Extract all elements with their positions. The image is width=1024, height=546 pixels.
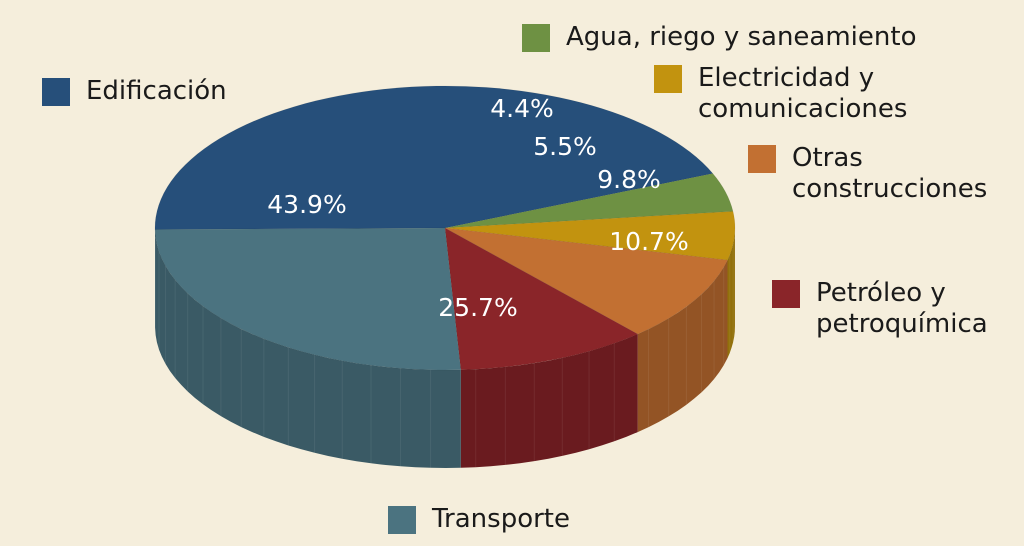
legend-label-electricidad-line2: comunicaciones: [698, 94, 908, 124]
pie-slice-otras: [444, 227, 728, 335]
legend-label-otras-line1: Otras: [792, 143, 863, 173]
legend-swatch-agua: [522, 24, 550, 52]
legend-label-edificacion: Edificación: [86, 76, 227, 106]
legend-swatch-petroleo: [772, 280, 800, 308]
legend-item-transporte: Transporte: [388, 504, 570, 535]
pie-slice-electricidad: [444, 211, 736, 261]
data-label-otras: 9.8%: [597, 165, 661, 194]
data-label-edificacion: 43.9%: [267, 190, 346, 219]
pie-side-petroleo: [460, 334, 638, 468]
pie-sides: [154, 228, 736, 468]
pie-side-transporte: [155, 229, 461, 468]
pie-slices: [154, 85, 736, 371]
pie-slice-transporte: [154, 227, 462, 371]
legend-item-agua: Agua, riego y saneamiento: [522, 22, 916, 53]
legend-label-otras-line2: construcciones: [792, 174, 988, 204]
pie-slice-agua: [444, 173, 734, 229]
legend-swatch-otras: [748, 145, 776, 173]
pie-data-labels: 43.9% 4.4% 5.5%9.8% 10.7% 25.7%: [267, 94, 688, 322]
pie-slice-edificacion: [154, 85, 714, 230]
legend-item-electricidad: Electricidad y comunicaciones: [654, 63, 907, 125]
data-label-electricidad: 5.5%: [533, 132, 597, 161]
legend-item-edificacion: Edificación: [42, 76, 227, 107]
legend-label-electricidad-line1: Electricidad y: [698, 63, 875, 93]
data-label-transporte: 25.7%: [438, 293, 517, 322]
legend-label-petroleo-line1: Petróleo y: [816, 278, 946, 308]
legend-swatch-transporte: [388, 506, 416, 534]
legend-item-otras: Otras construcciones: [748, 143, 987, 205]
legend-swatch-edificacion: [42, 78, 70, 106]
pie-slice-petroleo: [444, 227, 639, 371]
data-label-petroleo: 10.7%: [609, 227, 688, 256]
legend-label-agua: Agua, riego y saneamiento: [566, 22, 917, 52]
legend-label-transporte: Transporte: [432, 504, 570, 534]
pie-side-otras: [637, 260, 728, 433]
legend-swatch-electricidad: [654, 65, 682, 93]
data-label-agua: 4.4%: [490, 94, 554, 123]
legend-label-petroleo-line2: petroquímica: [816, 309, 988, 339]
pie-side-electricidad: [727, 228, 735, 359]
legend-item-petroleo: Petróleo y petroquímica: [772, 278, 988, 340]
